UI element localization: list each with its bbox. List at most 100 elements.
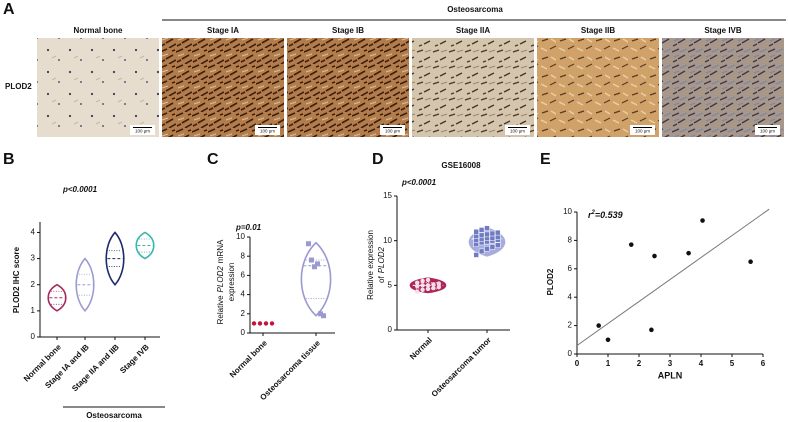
chart-title: GSE16008: [441, 161, 481, 170]
data-point: [251, 321, 257, 326]
y-axis-label: Relative PLOD2 mRNAexpression: [216, 239, 236, 324]
image-label: Stage IIA: [456, 26, 490, 35]
y-tick-label: 0: [31, 332, 36, 341]
x-tick-label: 4: [699, 359, 704, 368]
y-tick-label: 5: [388, 280, 393, 289]
annotation: p<0.0001: [62, 185, 98, 194]
x-axis-label: APLN: [658, 370, 683, 380]
violin-body: [300, 241, 332, 317]
y-tick-label: 10: [236, 232, 245, 241]
y-axis-label-part: of: [377, 276, 386, 283]
image-label: Stage IA: [207, 26, 239, 35]
data-point: [495, 242, 501, 248]
y-axis-label-group: Relative PLOD2 mRNAexpression: [216, 239, 236, 324]
x-tick-label: 0: [575, 359, 580, 368]
y-tick-label: 2: [568, 321, 573, 330]
x-tick-label: 6: [761, 359, 766, 368]
data-point: [420, 278, 425, 284]
data-point: [425, 277, 431, 283]
x-tick-label: Osteosarcoma tissue: [258, 338, 322, 402]
y-axis-label-group: PLOD2: [546, 268, 555, 295]
data-point: [473, 228, 479, 235]
y-tick-label: 0: [388, 325, 393, 334]
data-point: [748, 259, 753, 265]
x-tick-label: Osteosarcoma tumor: [430, 336, 493, 399]
y-axis-label: PLOD2: [546, 268, 555, 295]
y-axis-label-part: expression: [227, 263, 236, 302]
y-tick-label: 15: [383, 191, 392, 200]
histology-image: [37, 38, 159, 137]
data-point: [700, 218, 705, 223]
data-point: [436, 281, 441, 286]
y-tick-label: 0: [568, 349, 573, 358]
y-axis-label-part: Relative: [216, 295, 225, 324]
y-axis-label: Relative expression of PLOD2: [366, 230, 386, 300]
y-axis-label-part: mRNA: [216, 239, 225, 263]
data-point: [263, 321, 269, 326]
data-point: [489, 230, 496, 237]
x-tick-label: 3: [668, 359, 673, 368]
data-point: [605, 337, 611, 343]
y-tick-label: 2: [241, 309, 246, 318]
data-point: [420, 283, 425, 288]
x-tick-label: 5: [730, 359, 735, 368]
panel-letter: B: [3, 151, 15, 168]
y-tick-label: 0: [241, 328, 246, 337]
violin-body: [75, 257, 95, 313]
fit-line: [576, 208, 770, 346]
data-point: [484, 231, 490, 238]
data-point: [484, 225, 490, 231]
scale-bar-box: [630, 125, 655, 135]
y-tick-label: 4: [568, 292, 573, 301]
data-point: [478, 232, 485, 239]
y-axis-label-part: Relative expression: [366, 230, 375, 300]
annotation-part: r: [588, 210, 592, 220]
x-tick-label: Normal: [408, 336, 434, 362]
data-point: [495, 229, 501, 236]
scale-bar-box: [505, 125, 530, 135]
histology-image: [287, 38, 409, 137]
annotation: p<0.0001: [401, 178, 437, 187]
y-tick-label: 1: [31, 306, 36, 315]
y-tick-label: 3: [31, 254, 36, 263]
data-point: [306, 241, 311, 247]
data-point: [318, 311, 323, 317]
histology-image: [662, 38, 784, 137]
data-point: [431, 285, 436, 291]
data-point: [489, 244, 496, 250]
x-tick-label: Normal bone: [228, 338, 269, 379]
scale-bar-box: [755, 125, 780, 135]
panel-letter: C: [207, 151, 219, 168]
y-axis-label-group: Relative expression of PLOD2: [366, 230, 386, 300]
y-tick-label: 10: [563, 207, 572, 216]
data-point: [415, 289, 420, 294]
data-point: [478, 227, 485, 233]
scale-label: 100 μm: [135, 129, 150, 134]
y-axis-label-part: PLOD2: [377, 246, 386, 273]
data-point: [628, 242, 634, 247]
image-label: Stage IB: [332, 26, 364, 35]
x-tick-label: 1: [606, 359, 611, 368]
group-label: Osteosarcoma: [86, 411, 142, 420]
panel-letter: A: [3, 1, 15, 18]
data-point: [309, 257, 314, 263]
scale-label: 100 μm: [260, 129, 275, 134]
y-tick-label: 2: [31, 280, 36, 289]
data-point: [473, 252, 479, 258]
y-tick-label: 6: [568, 264, 573, 273]
scale-bar-box: [255, 125, 280, 135]
y-tick-label: 4: [241, 290, 246, 299]
x-tick-label: 2: [637, 359, 642, 368]
data-point: [415, 280, 420, 285]
y-axis-label-part: PLOD2: [216, 266, 225, 293]
data-point: [652, 253, 657, 259]
data-point: [420, 287, 425, 292]
annotation-part: 2: [591, 210, 596, 216]
row-label: PLOD2: [5, 82, 32, 91]
histology-image: [162, 38, 284, 137]
annotation: p=0.01: [235, 223, 262, 232]
group-label: Osteosarcoma: [447, 5, 503, 14]
data-point: [312, 264, 317, 270]
y-tick-label: 6: [241, 271, 246, 280]
